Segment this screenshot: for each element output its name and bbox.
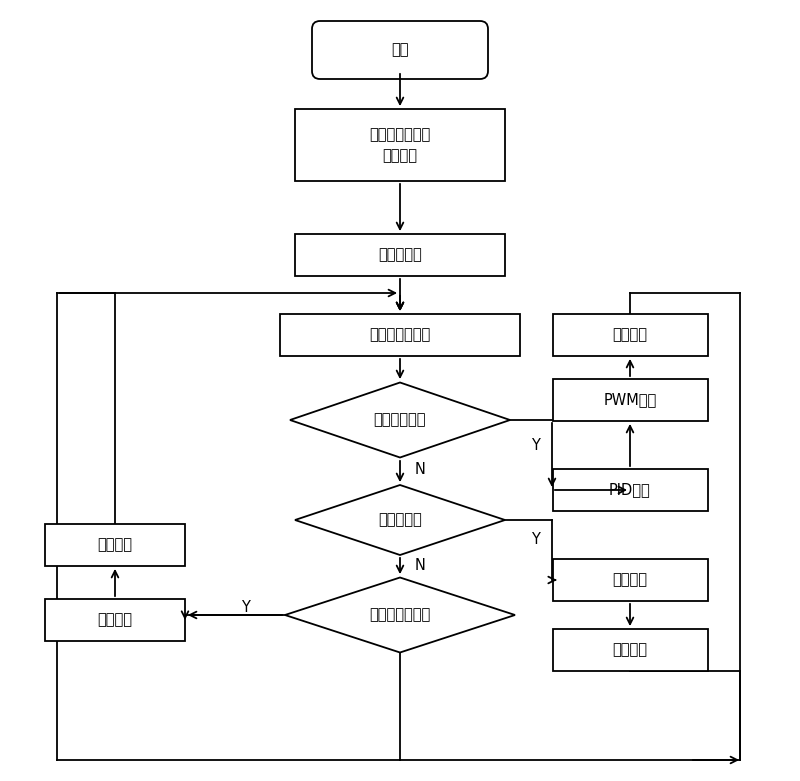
Text: 中断返回: 中断返回 <box>613 643 647 658</box>
Bar <box>295 234 505 276</box>
Text: Y: Y <box>241 600 250 615</box>
Text: 中断返回: 中断返回 <box>98 537 133 552</box>
Bar <box>45 599 185 641</box>
Bar <box>280 314 520 356</box>
Text: 关闭看门狗，初
始化端口: 关闭看门狗，初 始化端口 <box>370 127 430 163</box>
Text: 有键按下？: 有键按下？ <box>378 512 422 527</box>
Text: 按键中断: 按键中断 <box>613 572 647 587</box>
FancyBboxPatch shape <box>312 21 488 79</box>
Text: 串口通信: 串口通信 <box>98 612 133 627</box>
Text: 进入低功耗模式: 进入低功耗模式 <box>370 327 430 343</box>
Text: Y: Y <box>530 533 539 547</box>
Bar <box>553 629 707 671</box>
Text: 开全局中断: 开全局中断 <box>378 248 422 262</box>
Text: 中断返回: 中断返回 <box>613 327 647 343</box>
Bar <box>45 524 185 566</box>
Bar <box>553 314 707 356</box>
Text: PID控制: PID控制 <box>609 483 651 497</box>
Text: PWM输出: PWM输出 <box>603 393 657 408</box>
Polygon shape <box>285 577 515 652</box>
Text: N: N <box>415 558 426 573</box>
Text: 定时中断到？: 定时中断到？ <box>374 412 426 427</box>
Bar <box>553 379 707 421</box>
Text: 开始: 开始 <box>391 42 409 58</box>
Text: Y: Y <box>530 437 539 452</box>
Bar <box>553 559 707 601</box>
Polygon shape <box>295 485 505 555</box>
Text: 串口通信中断？: 串口通信中断？ <box>370 608 430 622</box>
Bar <box>295 109 505 181</box>
Bar <box>553 469 707 511</box>
Text: N: N <box>415 462 426 477</box>
Polygon shape <box>290 383 510 458</box>
